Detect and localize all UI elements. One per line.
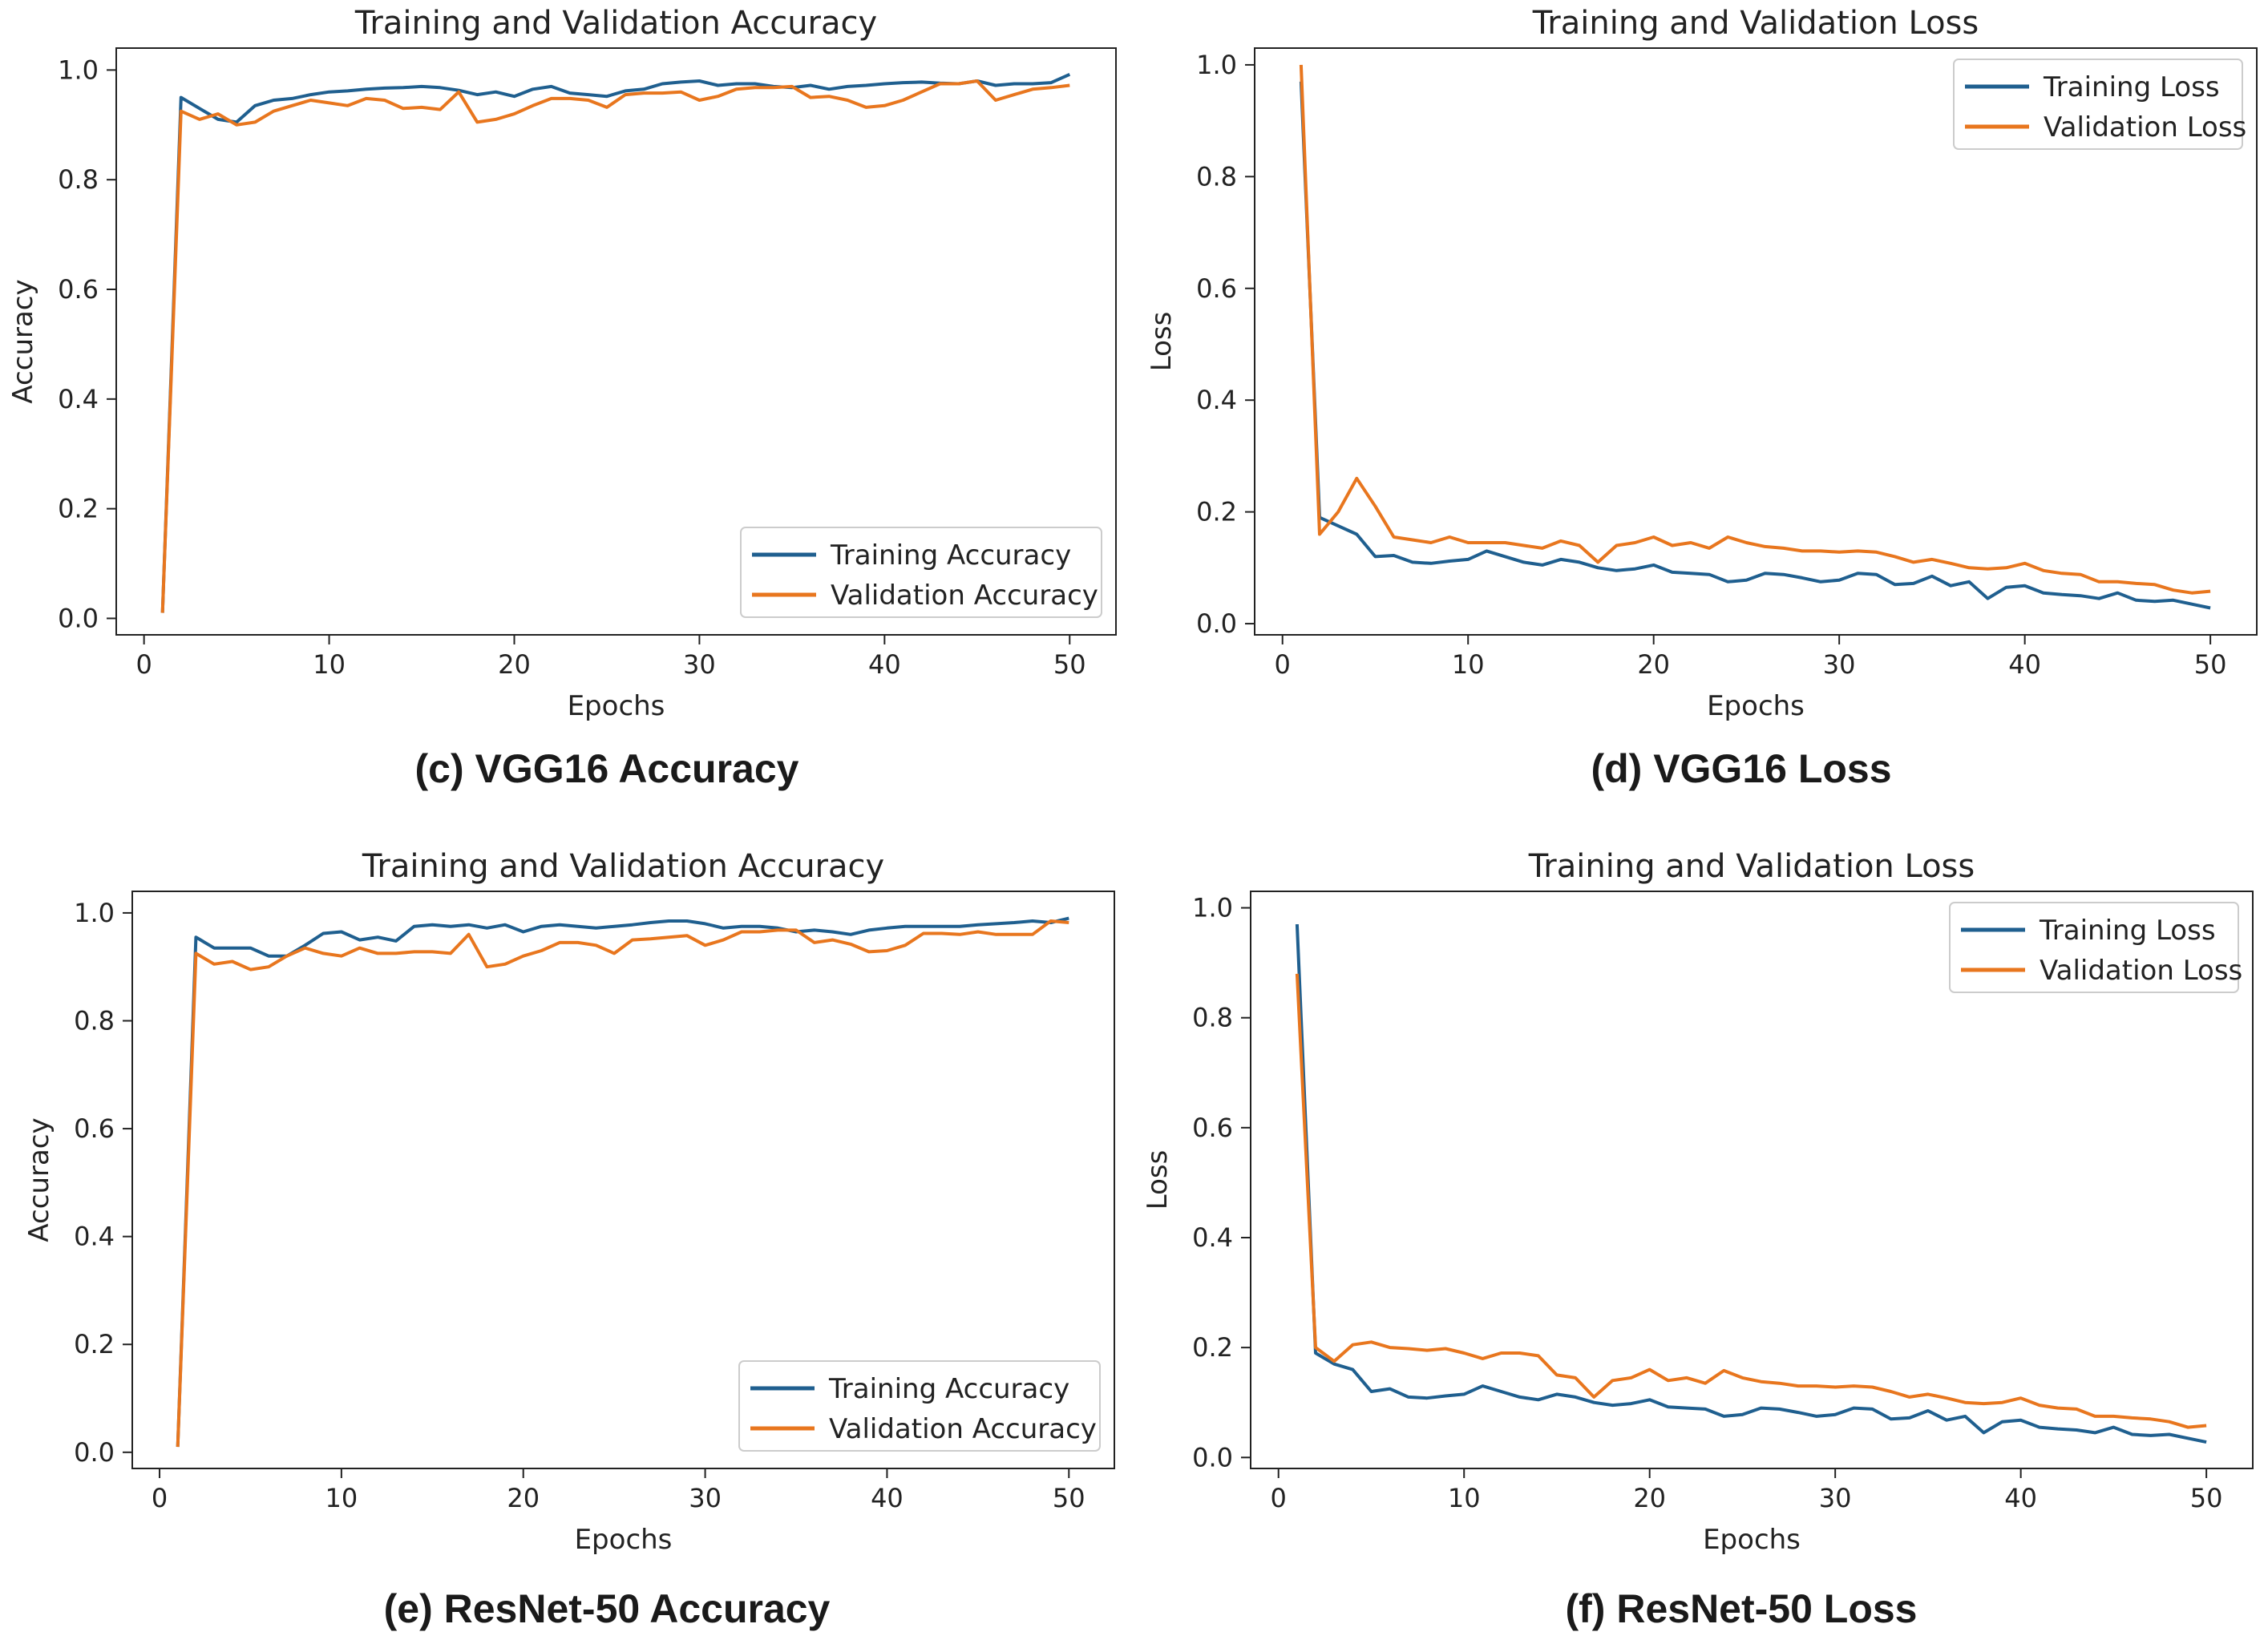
y-tick-label: 0.0 [74,1437,115,1468]
chart-title: Training and Validation Loss [1528,848,1975,885]
y-tick-label: 0.6 [1196,273,1237,304]
x-axis-label: Epochs [1703,1524,1801,1556]
y-tick-label: 1.0 [58,55,99,85]
series-line-training [176,916,1069,1448]
y-tick-label: 0.2 [58,494,99,524]
y-tick-label: 0.8 [1192,1003,1233,1033]
caption-vgg16-accuracy: (c) VGG16 Accuracy [414,746,799,791]
y-tick-label: 0.6 [58,274,99,305]
x-tick-label: 10 [325,1483,358,1513]
y-tick-label: 0.0 [1192,1442,1233,1472]
legend-label-training: Training Loss [2039,915,2216,947]
x-tick-label: 40 [2004,1483,2037,1513]
x-tick-label: 50 [1053,649,1086,680]
x-tick-label: 30 [683,649,716,680]
legend-box [740,527,1102,618]
y-tick-label: 0.4 [1192,1222,1233,1253]
x-tick-label: 30 [1819,1483,1852,1513]
x-tick-label: 20 [507,1483,540,1513]
y-tick-label: 1.0 [1192,893,1233,923]
y-tick-label: 0.2 [1192,1332,1233,1363]
series-line-training [160,72,1071,613]
y-tick-label: 0.8 [1196,161,1237,192]
legend-label-training: Training Loss [2043,71,2220,103]
legend-box [738,1360,1101,1452]
legend-label-validation: Validation Loss [2044,111,2246,143]
x-tick-label: 10 [313,649,346,680]
series-line-validation [1299,64,2211,595]
y-tick-label: 0.0 [1196,608,1237,639]
x-tick-label: 30 [689,1483,722,1513]
y-tick-label: 0.8 [74,1005,115,1036]
series-line-training [1299,81,2211,610]
y-axis-label: Loss [1142,1150,1174,1210]
series-line-validation [176,919,1069,1448]
x-tick-label: 20 [498,649,531,680]
series-line-validation [160,79,1070,613]
x-tick-label: 10 [1448,1483,1481,1513]
legend-label-validation: Validation Accuracy [829,1413,1097,1445]
x-axis-label: Epochs [568,690,665,722]
legend-label-validation: Validation Loss [2040,955,2242,987]
chart-title: Training and Validation Loss [1532,5,1979,42]
chart-resnet50-accuracy: Training and Validation Accuracy 0 10 20 30 4… [23,848,1115,1556]
x-tick-label: 40 [871,1483,904,1513]
x-tick-label: 20 [1637,649,1670,680]
x-axis-label: Epochs [1707,690,1805,722]
y-tick-label: 1.0 [1196,50,1237,80]
y-tick-label: 0.4 [1196,385,1237,415]
y-tick-label: 1.0 [74,898,115,928]
x-tick-label: 50 [1053,1483,1085,1513]
x-tick-label: 0 [1271,1483,1287,1513]
caption-resnet50-accuracy: (e) ResNet-50 Accuracy [383,1586,831,1631]
caption-resnet50-loss: (f) ResNet-50 Loss [1565,1586,1918,1631]
caption-vgg16-loss: (d) VGG16 Loss [1591,746,1892,791]
x-tick-label: 0 [135,649,152,680]
y-tick-label: 0.2 [74,1329,115,1359]
plot-frame [131,891,1115,1469]
plot-frame [115,47,1117,636]
y-tick-label: 0.6 [1192,1113,1233,1143]
y-tick-label: 0.8 [58,164,99,195]
x-tick-label: 50 [2190,1483,2223,1513]
series-line-validation [1295,973,2207,1429]
y-axis-label: Accuracy [7,279,39,403]
x-tick-label: 40 [868,649,901,680]
y-tick-label: 0.0 [58,603,99,633]
chart-resnet50-loss: Training and Validation Loss 0 10 20 30 40 50 0… [1142,848,2254,1556]
x-tick-label: 0 [1275,649,1291,680]
y-axis-label: Loss [1146,312,1178,372]
x-axis-label: Epochs [575,1524,673,1556]
legend-label-training: Training Accuracy [830,539,1071,572]
y-tick-label: 0.4 [74,1222,115,1252]
x-tick-label: 0 [152,1483,168,1513]
chart-title: Training and Validation Accuracy [354,5,877,42]
y-tick-label: 0.4 [58,384,99,414]
y-axis-label: Accuracy [23,1117,55,1242]
plot-frame [1254,47,2258,636]
y-tick-label: 0.6 [74,1113,115,1144]
chart-vgg16-loss: Training and Validation Loss 0 10 20 30 40 50 0… [1146,5,2258,722]
plot-frame [1250,891,2254,1469]
x-tick-label: 40 [2008,649,2041,680]
x-tick-label: 30 [1823,649,1856,680]
legend-label-validation: Validation Accuracy [831,580,1098,612]
legend-label-training: Training Accuracy [828,1373,1069,1405]
x-tick-label: 20 [1633,1483,1666,1513]
chart-vgg16-accuracy: Training and Validation Accuracy 0 10 20 30 4… [7,5,1117,722]
y-tick-label: 0.2 [1196,497,1237,527]
x-tick-label: 50 [2194,649,2227,680]
series-line-training [1295,924,2207,1444]
chart-title: Training and Validation Accuracy [362,848,884,885]
x-tick-label: 10 [1452,649,1485,680]
